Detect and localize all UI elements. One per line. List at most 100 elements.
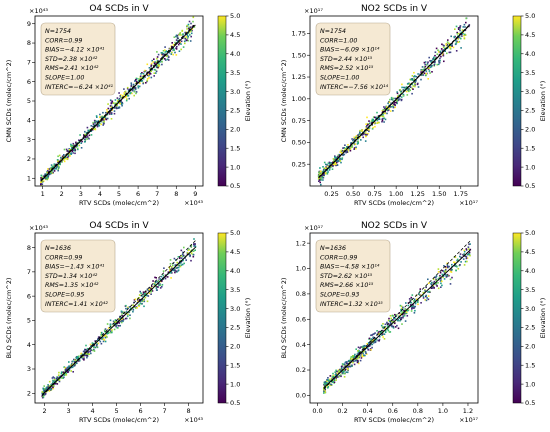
data-point <box>422 297 425 299</box>
data-point <box>372 118 375 121</box>
data-point <box>369 344 372 346</box>
data-point <box>364 346 367 349</box>
data-point <box>365 130 367 132</box>
data-point <box>333 163 336 166</box>
data-point <box>90 352 92 355</box>
data-point <box>150 76 153 79</box>
data-point <box>394 101 396 104</box>
data-point <box>334 161 336 164</box>
data-point <box>428 56 430 59</box>
data-point <box>348 364 350 366</box>
data-point <box>368 345 371 347</box>
colorbar-tick-label: 4.5 <box>525 31 535 39</box>
data-point <box>190 35 192 38</box>
data-point <box>70 153 73 155</box>
data-point <box>47 384 49 386</box>
plot-frame <box>309 232 479 404</box>
data-point <box>339 160 341 162</box>
data-point <box>461 35 463 37</box>
data-point <box>121 313 123 315</box>
data-point <box>105 118 108 121</box>
data-point <box>439 271 442 274</box>
data-point <box>68 369 71 372</box>
data-point <box>406 310 408 312</box>
data-point <box>456 265 458 268</box>
x-tick-label: 0.50 <box>346 190 360 198</box>
data-point <box>332 381 334 383</box>
data-point <box>345 371 348 373</box>
data-point <box>97 339 99 341</box>
data-point <box>146 63 149 66</box>
data-point <box>352 361 354 364</box>
data-point <box>180 255 183 257</box>
data-point <box>159 287 162 289</box>
data-point <box>363 349 365 352</box>
data-point <box>58 371 60 374</box>
data-point <box>56 378 58 381</box>
data-point <box>414 302 417 305</box>
data-point <box>102 338 105 340</box>
data-point <box>54 167 57 170</box>
data-point <box>327 162 330 165</box>
x-tick-label: 4 <box>91 407 95 415</box>
x-exponent: ×10¹⁷ <box>459 416 478 424</box>
data-point <box>409 301 412 304</box>
data-point <box>140 80 142 82</box>
data-point <box>418 293 420 295</box>
data-point <box>86 136 89 138</box>
data-point <box>65 368 67 370</box>
data-point <box>115 325 117 328</box>
data-point <box>446 44 449 46</box>
data-point <box>456 259 458 262</box>
data-point <box>381 119 384 122</box>
stats-line: SLOPE=1.00 <box>320 75 359 82</box>
data-point <box>376 116 378 119</box>
data-point <box>400 312 403 315</box>
data-point <box>81 356 83 359</box>
data-point <box>428 282 430 284</box>
data-point <box>467 246 470 248</box>
data-point <box>361 346 364 348</box>
data-point <box>137 300 139 303</box>
data-point <box>405 302 407 304</box>
data-point <box>52 376 55 378</box>
data-point <box>116 102 118 105</box>
data-point <box>435 283 438 286</box>
data-point <box>363 354 365 357</box>
data-point <box>187 39 189 42</box>
data-point <box>464 260 467 263</box>
x-tick-label: 0.25 <box>324 190 338 198</box>
data-point <box>402 313 404 316</box>
data-point <box>338 158 340 161</box>
stats-line: STD=1.34 ×10⁴² <box>45 273 98 280</box>
data-point <box>454 262 456 265</box>
data-point <box>130 84 133 86</box>
data-point <box>95 115 98 117</box>
data-point <box>100 334 103 337</box>
x-tick-label: 6 <box>139 407 143 415</box>
stats-line: RMS=2.66 ×10¹⁵ <box>320 282 374 289</box>
data-point <box>327 386 330 388</box>
data-point <box>410 78 412 81</box>
data-point <box>332 372 334 375</box>
data-point <box>394 326 397 328</box>
data-point <box>110 330 112 332</box>
data-point <box>417 73 419 75</box>
data-point <box>384 327 386 329</box>
data-point <box>116 104 118 107</box>
data-point <box>397 99 399 102</box>
data-point <box>372 342 375 344</box>
data-point <box>181 253 184 256</box>
data-point <box>322 176 325 179</box>
data-point <box>354 143 357 145</box>
data-point <box>151 285 153 288</box>
data-point <box>163 53 165 56</box>
data-point <box>129 88 131 91</box>
data-point <box>443 278 446 280</box>
data-point <box>128 306 131 308</box>
data-point <box>138 85 141 88</box>
data-point <box>96 343 98 346</box>
data-point <box>188 249 190 252</box>
data-point <box>351 138 353 140</box>
data-point <box>355 135 358 137</box>
